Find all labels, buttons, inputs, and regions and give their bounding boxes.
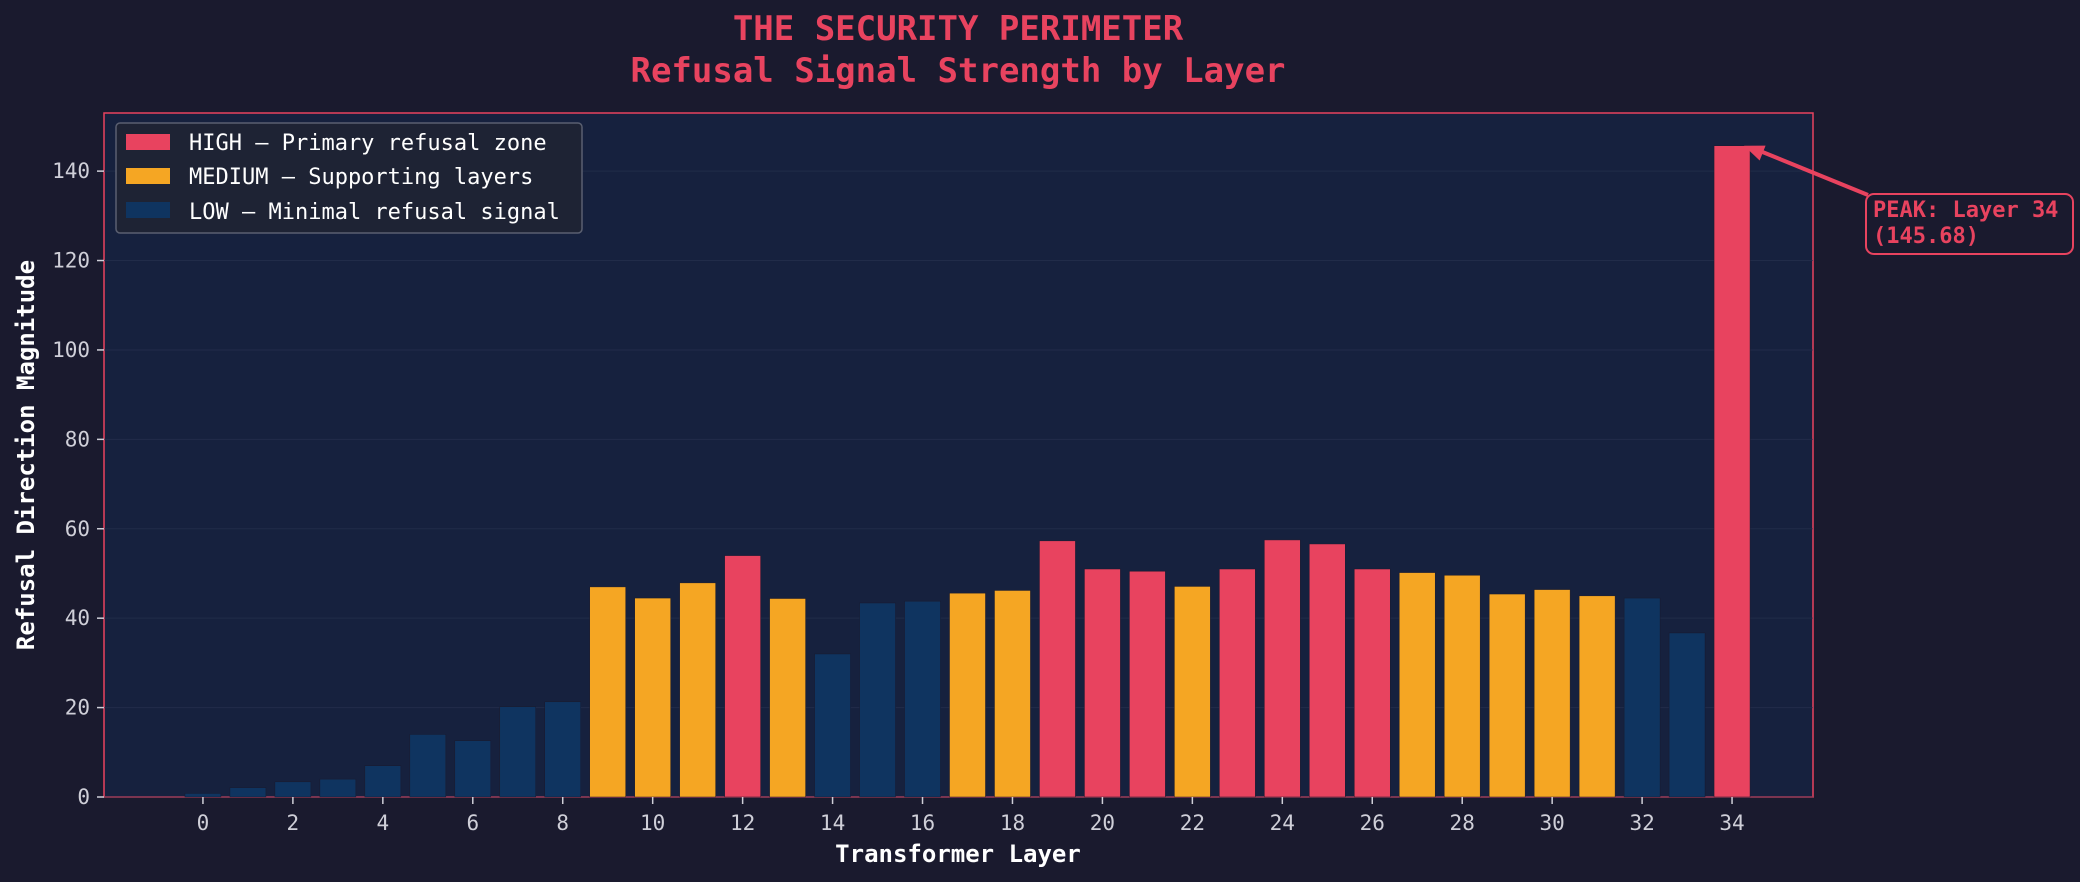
bar-layer-1 <box>229 787 267 798</box>
y-tick-label: 80 <box>65 427 90 451</box>
x-tick-label: 22 <box>1180 811 1205 835</box>
y-tick-label: 40 <box>65 606 90 630</box>
x-tick-label: 16 <box>910 811 935 835</box>
x-tick-label: 20 <box>1090 811 1115 835</box>
x-axis-ticks: 0 2 4 6 8 10 12 14 16 18 20 22 24 26 28 30 32 34 <box>197 797 1745 835</box>
bar-layer-28 <box>1443 575 1481 798</box>
bar-layer-27 <box>1398 572 1436 798</box>
y-tick-label: 120 <box>52 249 90 273</box>
x-axis-label: Transformer Layer <box>835 840 1081 868</box>
bar-layer-9 <box>589 586 626 798</box>
x-tick-label: 0 <box>197 811 210 835</box>
peak-annotation: PEAK: Layer 34 (145.68) <box>1744 145 2074 255</box>
bar-layer-18 <box>994 590 1031 798</box>
bar-layer-7 <box>499 706 536 798</box>
bar-layer-0 <box>184 793 222 798</box>
bar-layer-8 <box>544 701 581 798</box>
legend: HIGH — Primary refusal zone MEDIUM — Sup… <box>115 122 583 234</box>
bar-layer-26 <box>1354 568 1391 798</box>
x-tick-label: 34 <box>1719 811 1744 835</box>
y-axis-ticks: 0 20 40 60 80 100 120 140 <box>52 159 104 809</box>
chart-subtitle: Refusal Signal Strength by Layer <box>630 51 1285 91</box>
bar-layer-34 <box>1713 145 1751 798</box>
x-tick-label: 24 <box>1270 811 1295 835</box>
bar-layer-15 <box>859 602 896 798</box>
bar-layer-30 <box>1533 589 1571 798</box>
bar-layer-3 <box>319 778 357 798</box>
peak-annotation-line1: PEAK: Layer 34 <box>1873 198 2058 223</box>
bar-layer-12 <box>724 555 761 798</box>
x-tick-label: 32 <box>1629 811 1654 835</box>
peak-annotation-line2: (145.68) <box>1873 224 1979 249</box>
bar-layer-2 <box>274 781 312 798</box>
bar-layer-22 <box>1174 586 1211 798</box>
x-tick-label: 12 <box>730 811 755 835</box>
bar-layer-23 <box>1219 568 1256 798</box>
legend-box <box>115 122 583 234</box>
x-tick-label: 4 <box>377 811 390 835</box>
legend-swatch-low <box>126 202 170 218</box>
legend-label-high: HIGH — Primary refusal zone <box>189 131 547 156</box>
legend-label-low: LOW — Minimal refusal signal <box>189 200 560 225</box>
bar-layer-4 <box>364 765 402 798</box>
peak-annotation-box <box>1865 193 2074 255</box>
x-tick-label: 8 <box>556 811 569 835</box>
bar-layer-19 <box>1039 540 1076 798</box>
bar-layer-25 <box>1309 543 1346 798</box>
x-tick-label: 30 <box>1540 811 1565 835</box>
bar-layer-16 <box>904 600 941 798</box>
bar-layer-13 <box>769 598 806 798</box>
bar-layer-29 <box>1488 593 1526 798</box>
bar-layer-10 <box>634 597 671 798</box>
x-tick-label: 2 <box>287 811 300 835</box>
bar-layer-14 <box>814 653 851 798</box>
bar-layer-20 <box>1084 568 1121 798</box>
y-tick-label: 60 <box>65 517 90 541</box>
bars <box>184 145 1751 798</box>
y-tick-label: 140 <box>52 159 90 183</box>
y-tick-label: 0 <box>77 785 90 809</box>
x-tick-label: 14 <box>820 811 845 835</box>
bar-layer-5 <box>409 734 447 798</box>
bar-layer-6 <box>454 740 492 798</box>
legend-swatch-medium <box>126 168 170 184</box>
legend-label-medium: MEDIUM — Supporting layers <box>189 165 533 190</box>
bar-layer-11 <box>679 582 716 798</box>
bar-layer-24 <box>1264 539 1301 798</box>
y-tick-label: 100 <box>52 338 90 362</box>
bar-layer-17 <box>949 592 986 798</box>
bar-layer-21 <box>1129 570 1166 798</box>
peak-arrowhead <box>1744 145 1766 161</box>
x-tick-label: 28 <box>1450 811 1475 835</box>
y-tick-label: 20 <box>65 696 90 720</box>
legend-swatch-high <box>126 134 170 150</box>
x-tick-label: 6 <box>466 811 479 835</box>
x-tick-label: 10 <box>640 811 665 835</box>
x-tick-label: 18 <box>1000 811 1025 835</box>
peak-arrow <box>1751 145 1869 197</box>
bar-layer-33 <box>1668 632 1706 798</box>
y-axis-label: Refusal Direction Magnitude <box>12 260 40 650</box>
x-tick-label: 26 <box>1360 811 1385 835</box>
chart-title: THE SECURITY PERIMETER <box>733 9 1184 49</box>
bar-layer-31 <box>1578 595 1616 798</box>
bar-layer-32 <box>1623 597 1661 798</box>
